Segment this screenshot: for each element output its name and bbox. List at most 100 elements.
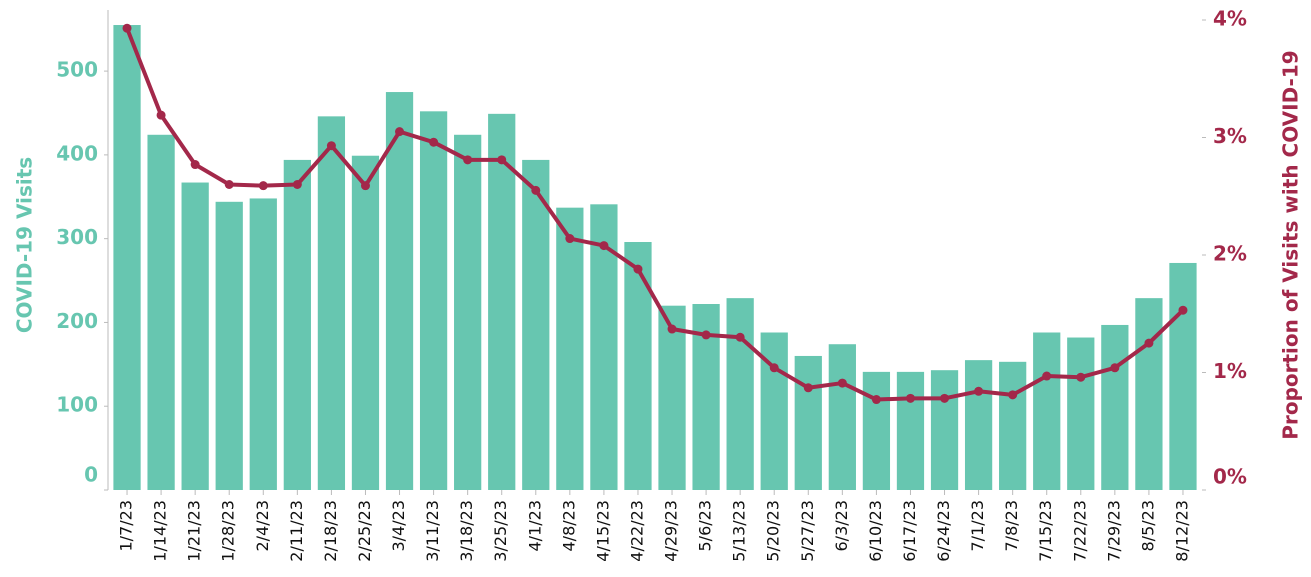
x-tick-label: 2/4/23 — [253, 500, 272, 552]
bar — [419, 111, 448, 490]
y2-axis-title: Proportion of Visits with COVID-19 — [1279, 50, 1303, 439]
x-tick-label: 1/14/23 — [151, 500, 170, 562]
x-tick-label: 4/22/23 — [627, 500, 646, 562]
bar — [215, 201, 243, 490]
line-point — [258, 181, 268, 191]
y-axis-title: COVID-19 Visits — [13, 157, 37, 333]
bar — [181, 182, 209, 490]
y2-tick-label: 2% — [1213, 242, 1247, 266]
x-tick-label: 3/11/23 — [423, 500, 442, 562]
bar — [283, 159, 311, 490]
bar — [964, 360, 993, 490]
x-tick-label: 3/4/23 — [389, 500, 408, 552]
y2-tick-label: 4% — [1213, 7, 1247, 31]
x-tick-label: 7/29/23 — [1104, 500, 1123, 562]
x-tick-label: 1/21/23 — [185, 500, 204, 562]
x-tick-label: 5/6/23 — [696, 500, 715, 552]
bar — [862, 371, 891, 490]
line-point — [633, 264, 643, 274]
bar — [1033, 332, 1061, 490]
line-point — [1110, 363, 1120, 373]
x-tick-label: 4/15/23 — [593, 500, 612, 562]
line-point — [701, 330, 711, 340]
bar — [624, 242, 652, 490]
bar — [1101, 324, 1129, 490]
bar — [1135, 298, 1163, 490]
line-point — [667, 324, 677, 334]
line-point — [599, 241, 609, 251]
x-tick-label: 3/25/23 — [491, 500, 510, 562]
x-tick-label: 6/10/23 — [866, 500, 885, 562]
bar — [760, 332, 788, 490]
x-tick-label: 5/13/23 — [730, 500, 749, 562]
y2-tick-label: 3% — [1213, 124, 1247, 148]
x-tick-label: 6/24/23 — [934, 500, 953, 562]
bar — [385, 92, 414, 490]
line-point — [735, 332, 745, 342]
bar — [147, 134, 175, 490]
bar — [454, 134, 482, 490]
line-point — [497, 155, 507, 165]
line-point — [1178, 305, 1188, 315]
y2-tick-label: 0% — [1213, 465, 1247, 489]
x-tick-label: 4/8/23 — [559, 500, 578, 552]
bar — [351, 155, 380, 490]
x-tick-label: 7/8/23 — [1002, 500, 1021, 552]
y2-tick-label: 1% — [1213, 359, 1247, 383]
y-tick-label: 200 — [56, 309, 98, 333]
y-tick-label: 100 — [56, 393, 98, 417]
x-tick-label: 8/5/23 — [1138, 500, 1157, 552]
line-point — [974, 386, 984, 396]
line-point — [837, 378, 847, 388]
line-point — [1008, 390, 1018, 400]
bar — [317, 116, 346, 490]
line-point — [1144, 338, 1154, 348]
bar — [556, 207, 584, 490]
line-point — [122, 23, 132, 33]
y-tick-label: 400 — [56, 141, 98, 165]
line-point — [292, 180, 302, 189]
y-tick-label: 300 — [56, 225, 98, 249]
x-tick-label: 8/12/23 — [1172, 500, 1191, 562]
bar — [1169, 262, 1197, 490]
bar — [999, 361, 1027, 490]
line-point — [531, 185, 541, 195]
y-tick-label: 0 — [84, 463, 98, 487]
y-tick-label: 500 — [56, 58, 98, 82]
bar — [896, 371, 925, 490]
line-point — [463, 155, 473, 165]
line-point — [803, 383, 813, 393]
x-tick-label: 2/25/23 — [355, 500, 374, 562]
bar — [1067, 337, 1095, 490]
x-tick-label: 3/18/23 — [457, 500, 476, 562]
bar — [828, 344, 856, 490]
bar — [658, 305, 686, 490]
line-point — [905, 393, 915, 403]
bar — [488, 113, 516, 490]
line-point — [940, 393, 950, 403]
line-point — [871, 395, 881, 405]
x-tick-label: 7/22/23 — [1070, 500, 1089, 562]
line-point — [1076, 372, 1086, 382]
bar — [249, 198, 277, 490]
bar — [930, 370, 959, 490]
line-point — [395, 127, 405, 137]
x-tick-label: 4/29/23 — [662, 500, 681, 562]
bar — [726, 298, 754, 490]
x-tick-label: 1/7/23 — [117, 500, 136, 552]
bar — [522, 159, 550, 490]
x-tick-label: 2/11/23 — [287, 500, 306, 562]
x-tick-label: 5/20/23 — [764, 500, 783, 562]
line-point — [224, 180, 234, 189]
bar — [794, 355, 822, 490]
x-tick-label: 1/28/23 — [219, 500, 238, 562]
line-point — [429, 137, 439, 147]
x-tick-label: 7/1/23 — [968, 500, 987, 552]
x-tick-label: 5/27/23 — [798, 500, 817, 562]
x-tick-label: 2/18/23 — [321, 500, 340, 562]
x-tick-label: 6/3/23 — [832, 500, 851, 552]
x-tick-label: 4/1/23 — [525, 500, 544, 552]
line-point — [360, 181, 370, 191]
x-tick-label: 7/15/23 — [1036, 500, 1055, 562]
